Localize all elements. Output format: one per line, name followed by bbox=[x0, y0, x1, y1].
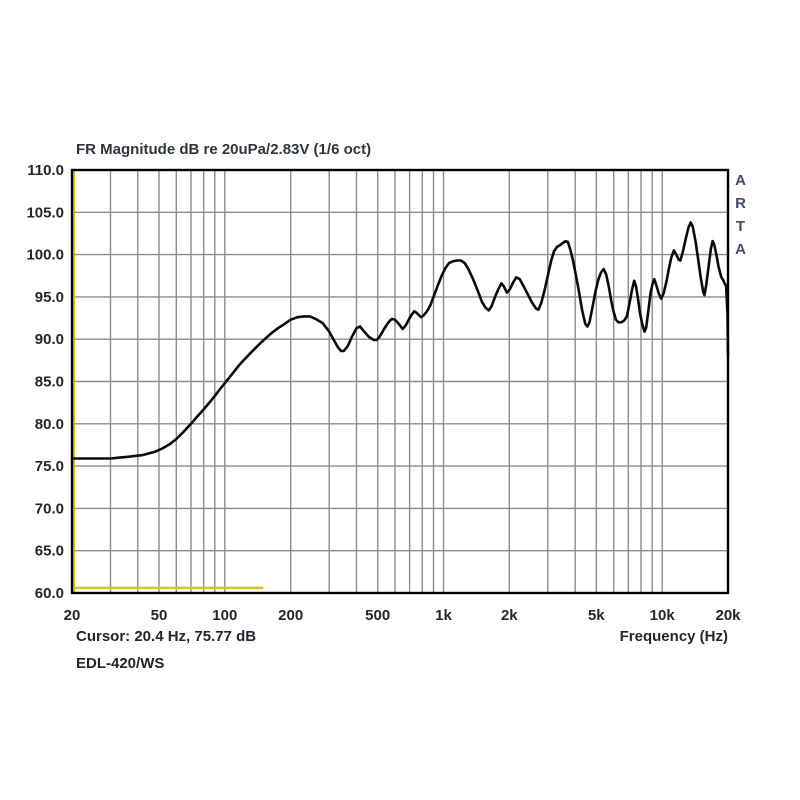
y-tick-label: 60.0 bbox=[35, 585, 64, 602]
fr-curve bbox=[70, 221, 730, 460]
y-tick-label: 80.0 bbox=[35, 416, 64, 433]
plot-frame bbox=[70, 168, 730, 595]
x-tick-label: 20k bbox=[715, 607, 741, 624]
chart-title: FR Magnitude dB re 20uPa/2.83V (1/6 oct) bbox=[76, 141, 372, 158]
y-tick-label: 90.0 bbox=[35, 331, 64, 348]
y-tick-label: 70.0 bbox=[35, 500, 64, 517]
x-tick-label: 500 bbox=[365, 607, 390, 624]
y-tick-label: 105.0 bbox=[26, 204, 64, 221]
x-axis-label: Frequency (Hz) bbox=[619, 628, 728, 645]
y-tick-label: 65.0 bbox=[35, 543, 64, 560]
x-tick-label: 5k bbox=[588, 607, 605, 624]
y-tick-label: 110.0 bbox=[27, 162, 64, 179]
x-tick-label: 50 bbox=[151, 607, 168, 624]
x-tick-label: 100 bbox=[212, 607, 237, 624]
y-tick-label: 85.0 bbox=[35, 374, 64, 391]
x-tick-label: 20 bbox=[64, 607, 81, 624]
device-label: EDL-420/WS bbox=[76, 655, 165, 672]
x-tick-label: 10k bbox=[650, 607, 676, 624]
x-tick-label: 1k bbox=[435, 607, 452, 624]
y-tick-label: 100.0 bbox=[26, 247, 64, 264]
y-tick-label: 75.0 bbox=[35, 458, 64, 475]
x-tick-label: 2k bbox=[501, 607, 518, 624]
arta-logo-text: ARTA bbox=[732, 172, 749, 264]
cursor-readout: Cursor: 20.4 Hz, 75.77 dB bbox=[76, 628, 257, 645]
y-tick-label: 95.0 bbox=[35, 289, 64, 306]
x-tick-label: 200 bbox=[278, 607, 303, 624]
